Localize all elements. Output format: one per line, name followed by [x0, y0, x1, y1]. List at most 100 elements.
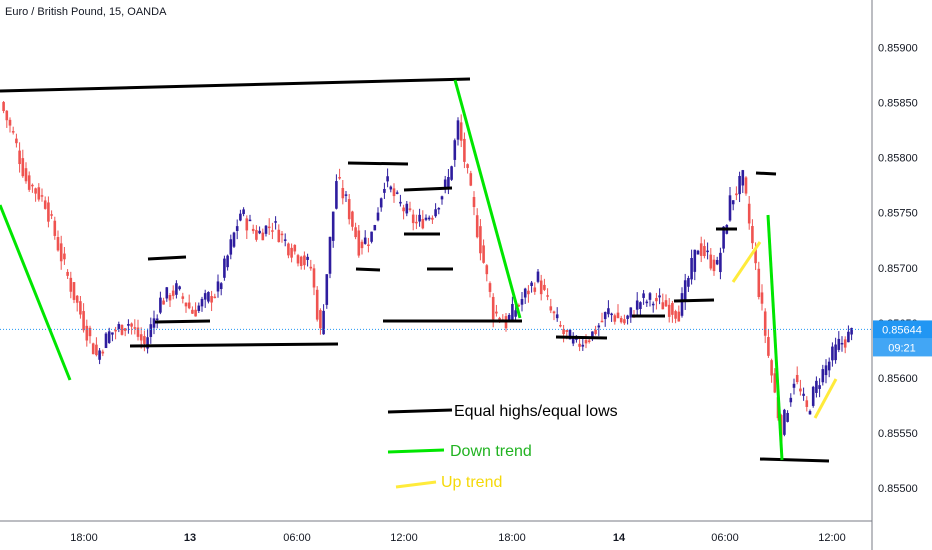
candle-body — [722, 226, 725, 249]
candle-body — [248, 219, 252, 222]
candle-body — [520, 299, 524, 305]
candle-body — [805, 400, 809, 407]
candle-body — [642, 293, 645, 298]
candle-body — [629, 307, 633, 318]
candle-body — [27, 175, 31, 190]
candle-body — [731, 200, 735, 205]
candle-body — [85, 325, 89, 341]
equal-level-line — [355, 267, 381, 272]
candle-body — [517, 304, 521, 307]
candle-body — [536, 271, 540, 282]
candle-body — [207, 292, 210, 302]
candle-body — [139, 334, 143, 341]
candle-body — [223, 258, 226, 278]
candle-body — [543, 284, 546, 290]
x-tick-label: 06:00 — [711, 532, 739, 544]
candle-body — [360, 241, 364, 249]
equal-level-line — [403, 186, 453, 192]
candle-body — [155, 318, 159, 320]
candle-body — [15, 138, 18, 144]
candle-body — [229, 239, 233, 255]
x-tick-label: 12:00 — [818, 532, 846, 544]
candle-body — [741, 170, 745, 186]
candle-body — [290, 247, 293, 258]
chart-title: Euro / British Pound, 15, OANDA — [5, 6, 167, 18]
candle-body — [635, 300, 639, 310]
candle-body — [693, 249, 697, 272]
last-price-label: 0.85644 — [882, 324, 922, 336]
candle-body — [242, 209, 245, 215]
candle-body — [69, 277, 73, 292]
candle-body — [763, 311, 767, 336]
candle-body — [511, 304, 514, 322]
candle-body — [696, 250, 700, 255]
candle-body — [24, 168, 28, 182]
candle-body — [405, 203, 409, 214]
candle-body — [837, 338, 841, 350]
candle-body — [315, 289, 319, 320]
candle-body — [338, 177, 341, 179]
y-tick-label: 0.85700 — [878, 263, 918, 275]
candle-body — [523, 288, 527, 298]
y-tick-label: 0.85850 — [878, 98, 918, 110]
candle-body — [171, 290, 175, 296]
equal-level-line — [154, 319, 211, 324]
candle-body — [184, 302, 188, 307]
candle-body — [152, 318, 156, 328]
candle-body — [347, 199, 351, 220]
candle-body — [383, 188, 386, 193]
candle-body — [738, 175, 741, 195]
candle-body — [565, 330, 569, 332]
x-tick-label: 18:00 — [498, 532, 526, 544]
candle-body — [507, 314, 511, 320]
candle-body — [8, 119, 12, 126]
candle-body — [491, 296, 495, 320]
candle-body — [392, 188, 396, 197]
candle-body — [815, 380, 818, 393]
candle-body — [37, 187, 41, 200]
candle-body — [587, 340, 591, 342]
candle-body — [559, 324, 562, 327]
candle-body — [527, 290, 530, 295]
candle-body — [187, 302, 191, 309]
candle-body — [715, 260, 719, 265]
equal-level-line — [673, 298, 715, 303]
candle-body — [200, 298, 204, 307]
candle-body — [11, 131, 15, 133]
candle-body — [399, 201, 402, 204]
candle-body — [847, 331, 850, 343]
candle-body — [811, 386, 815, 406]
candle-body — [475, 215, 479, 238]
candle-body — [783, 409, 786, 435]
candle-body — [235, 226, 239, 231]
candle-body — [687, 278, 690, 287]
candle-body — [136, 327, 140, 337]
candle-body — [111, 332, 114, 335]
candle-body — [488, 283, 492, 292]
candle-body — [651, 303, 655, 306]
candle-body — [168, 294, 172, 301]
candle-body — [331, 211, 335, 241]
candle-body — [437, 207, 441, 210]
candle-body — [114, 329, 117, 332]
candle-body — [53, 220, 57, 236]
candle-body — [469, 173, 473, 186]
candle-body — [456, 120, 460, 140]
candle-body — [514, 310, 517, 317]
candle-body — [341, 187, 345, 199]
candle-body — [453, 140, 457, 160]
candle-body — [165, 287, 169, 299]
legend-swatch — [395, 480, 437, 489]
candle-body — [821, 369, 825, 383]
candle-body — [143, 336, 146, 344]
x-tick-label: 18:00 — [70, 532, 98, 544]
candle-body — [674, 311, 677, 319]
candle-body — [443, 179, 447, 189]
last-price-tag — [873, 320, 932, 339]
candle-body — [296, 255, 300, 264]
candle-body — [792, 383, 796, 388]
candle-body — [306, 256, 309, 260]
candle-body — [600, 320, 604, 323]
candle-body — [431, 217, 434, 220]
